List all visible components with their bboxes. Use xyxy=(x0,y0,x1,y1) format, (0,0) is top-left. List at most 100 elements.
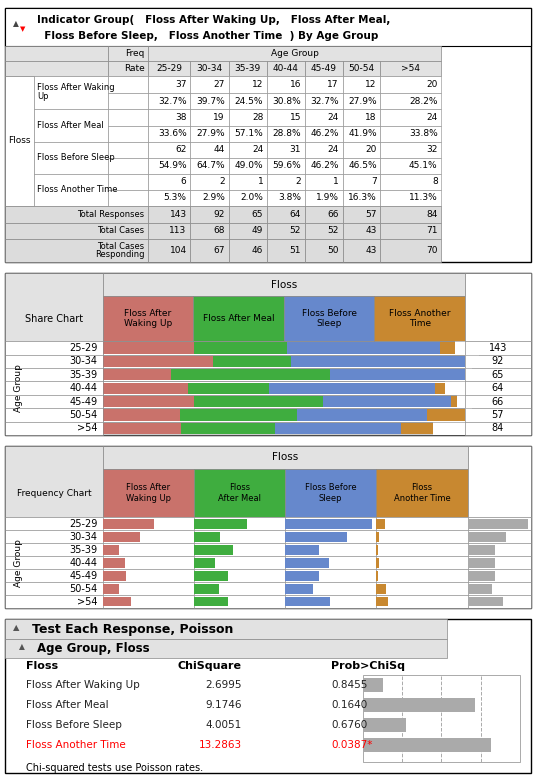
Bar xyxy=(5,76,34,206)
Bar xyxy=(381,141,441,158)
Bar xyxy=(465,422,531,435)
Text: Total Cases: Total Cases xyxy=(98,226,145,235)
Bar xyxy=(305,158,343,173)
Bar xyxy=(465,408,472,422)
Bar xyxy=(190,158,228,173)
Text: Total Responses: Total Responses xyxy=(77,210,145,219)
Text: Freq: Freq xyxy=(125,49,145,58)
Bar xyxy=(148,61,190,76)
Bar xyxy=(381,76,441,94)
Bar xyxy=(343,61,381,76)
Text: 28: 28 xyxy=(252,113,263,122)
Text: ▲: ▲ xyxy=(13,19,19,27)
Bar xyxy=(465,408,531,422)
Bar xyxy=(34,76,108,109)
Bar xyxy=(467,582,531,595)
Text: Rate: Rate xyxy=(124,64,145,73)
Bar xyxy=(285,558,329,568)
Bar xyxy=(465,395,531,408)
Text: 46.5%: 46.5% xyxy=(348,161,377,170)
Bar xyxy=(343,109,381,126)
Bar xyxy=(102,571,126,580)
Bar xyxy=(5,582,102,595)
Text: 7: 7 xyxy=(371,177,377,187)
Bar xyxy=(376,556,467,569)
Text: 20: 20 xyxy=(426,80,438,89)
Text: 52: 52 xyxy=(290,226,301,235)
Bar xyxy=(5,395,102,408)
Bar xyxy=(343,94,381,109)
Text: 50-54: 50-54 xyxy=(69,410,98,420)
Bar xyxy=(148,94,190,109)
Bar xyxy=(102,422,465,435)
Bar xyxy=(34,141,108,173)
Text: 46.2%: 46.2% xyxy=(310,129,339,138)
Text: 32.7%: 32.7% xyxy=(310,97,339,106)
Text: 24: 24 xyxy=(427,113,438,122)
Text: 92: 92 xyxy=(213,210,225,219)
Bar xyxy=(267,223,305,239)
Text: 31: 31 xyxy=(289,145,301,154)
Text: 16: 16 xyxy=(289,80,301,89)
Bar xyxy=(465,273,531,341)
Text: Floss Before Sleep: Floss Before Sleep xyxy=(26,719,122,729)
Bar xyxy=(228,190,267,206)
Text: Chi-squared tests use Poisson rates.: Chi-squared tests use Poisson rates. xyxy=(26,763,204,772)
Text: Floss After Waking Up: Floss After Waking Up xyxy=(26,679,140,690)
Bar xyxy=(228,158,267,173)
Text: 24.5%: 24.5% xyxy=(235,97,263,106)
Text: 12: 12 xyxy=(366,80,377,89)
Bar xyxy=(108,109,148,126)
Text: 65: 65 xyxy=(252,210,263,219)
Bar xyxy=(194,544,285,556)
Bar xyxy=(194,532,220,542)
Bar xyxy=(102,369,171,380)
Text: 30-34: 30-34 xyxy=(196,64,222,73)
Text: Floss After Meal: Floss After Meal xyxy=(26,700,109,710)
Bar xyxy=(467,558,495,568)
Bar xyxy=(5,223,148,239)
Text: 104: 104 xyxy=(169,246,187,255)
Text: 50: 50 xyxy=(327,246,339,255)
Bar xyxy=(102,355,465,368)
Bar xyxy=(102,273,465,296)
Bar xyxy=(102,582,194,595)
Text: 92: 92 xyxy=(492,356,504,366)
Text: Floss After
Waking Up: Floss After Waking Up xyxy=(124,308,172,328)
Text: 11.3%: 11.3% xyxy=(409,194,438,202)
Text: Floss Before Sleep: Floss Before Sleep xyxy=(37,153,115,162)
Bar xyxy=(323,396,451,407)
Bar xyxy=(108,61,148,76)
Bar xyxy=(190,239,228,262)
Text: 27.9%: 27.9% xyxy=(196,129,225,138)
Text: 39.7%: 39.7% xyxy=(196,97,225,106)
Bar xyxy=(467,446,531,517)
Bar xyxy=(467,583,492,594)
Bar xyxy=(108,94,148,109)
Text: 113: 113 xyxy=(169,226,187,235)
Text: 24: 24 xyxy=(327,145,339,154)
Bar xyxy=(102,341,465,355)
Bar xyxy=(102,296,193,341)
Text: Floss Another
Time: Floss Another Time xyxy=(389,308,450,328)
Bar xyxy=(171,369,330,380)
Text: Floss: Floss xyxy=(272,452,298,462)
Bar xyxy=(5,517,102,530)
Text: 38: 38 xyxy=(175,113,187,122)
Text: 65: 65 xyxy=(492,369,504,380)
Bar xyxy=(102,544,194,556)
Bar xyxy=(5,422,102,435)
Bar xyxy=(194,545,233,555)
Text: >54: >54 xyxy=(77,423,98,433)
Text: ▼: ▼ xyxy=(20,27,25,33)
Bar xyxy=(305,76,343,94)
Bar xyxy=(193,296,284,341)
Bar xyxy=(102,368,465,381)
Bar xyxy=(102,409,180,421)
Text: 37: 37 xyxy=(175,80,187,89)
Text: 40-44: 40-44 xyxy=(273,64,299,73)
Text: Floss Before Sleep,   Floss Another Time  ) By Age Group: Floss Before Sleep, Floss Another Time )… xyxy=(37,31,378,41)
Bar xyxy=(467,369,472,380)
Text: 28.2%: 28.2% xyxy=(409,97,438,106)
Bar xyxy=(343,223,381,239)
